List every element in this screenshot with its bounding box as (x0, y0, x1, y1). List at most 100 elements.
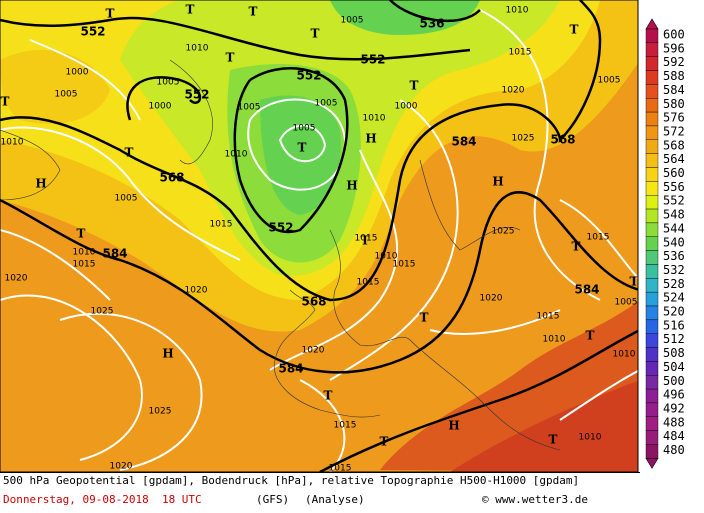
pressure-center-label: H (365, 132, 376, 146)
pressure-label: 1015 (334, 421, 357, 431)
legend-label: 520 (663, 305, 685, 319)
legend-swatch (645, 222, 659, 237)
pressure-label: 1020 (5, 274, 28, 284)
legend-label: 512 (663, 332, 685, 346)
pressure-label: 1005 (157, 78, 180, 88)
caption-mode: (Analyse) (305, 493, 365, 506)
pressure-center-label: H (35, 177, 46, 191)
legend-label: 484 (663, 429, 685, 443)
legend-label: 504 (663, 360, 685, 374)
pressure-center-label: T (226, 51, 235, 65)
legend-swatch (645, 42, 659, 57)
pressure-label: 1005 (315, 99, 338, 109)
pressure-label: 1010 (1, 138, 24, 148)
pressure-label: 1020 (185, 286, 208, 296)
legend-swatch (645, 375, 659, 390)
legend-swatch (645, 416, 659, 431)
pressure-center-label: T (125, 146, 134, 160)
legend-swatch (645, 291, 659, 307)
pressure-label: 1015 (393, 260, 416, 270)
legend-label: 516 (663, 318, 685, 332)
legend-swatch (645, 319, 659, 334)
legend-label: 584 (663, 83, 685, 97)
pressure-label: 1010 (73, 248, 96, 258)
pressure-label: 1010 (543, 335, 566, 345)
pressure-label: 1005 (55, 90, 78, 100)
pressure-center-label: T (298, 141, 307, 155)
legend-swatch (645, 347, 659, 362)
pressure-label: 1015 (537, 312, 560, 322)
legend-swatch (645, 28, 659, 44)
pressure-label: 1025 (91, 307, 114, 317)
legend-swatch (645, 98, 659, 113)
pressure-center-label: H (492, 175, 503, 189)
pressure-center-label: T (410, 79, 419, 93)
legend-label: 588 (663, 69, 685, 83)
pressure-label: 1000 (149, 102, 172, 112)
pressure-label: 1010 (579, 433, 602, 443)
pressure-center-label: T (380, 435, 389, 449)
pressure-label: 1025 (512, 134, 535, 144)
contour-label: 552 (80, 25, 105, 39)
legend-label: 540 (663, 235, 685, 249)
pressure-label: 1015 (587, 233, 610, 243)
legend-swatch (645, 444, 659, 459)
pressure-label: 1010 (613, 350, 636, 360)
pressure-label: 1005 (598, 76, 621, 86)
contour-label: 536 (419, 17, 444, 31)
pressure-label: 1005 (615, 298, 638, 308)
legend-swatch (645, 402, 659, 418)
pressure-label: 1020 (302, 346, 325, 356)
pressure-center-label: T (420, 311, 429, 325)
pressure-label: 1015 (210, 220, 233, 230)
legend-label: 528 (663, 277, 685, 291)
caption-model: (GFS) (256, 493, 289, 506)
legend-label: 568 (663, 138, 685, 152)
legend-label: 480 (663, 443, 685, 457)
legend-swatch (645, 125, 659, 140)
legend-label: 492 (663, 401, 685, 415)
legend-swatch (645, 167, 659, 182)
legend-label: 596 (663, 41, 685, 55)
contour-label: 584 (102, 247, 127, 261)
legend-top-arrow (645, 18, 659, 30)
legend-label: 524 (663, 291, 685, 305)
pressure-label: 1020 (480, 294, 503, 304)
pressure-center-label: T (570, 23, 579, 37)
contour-label: 568 (301, 295, 326, 309)
pressure-label: 1005 (341, 16, 364, 26)
pressure-center-label: T (549, 433, 558, 447)
pressure-center-label: T (77, 227, 86, 241)
legend-swatch (645, 181, 659, 196)
legend-swatch (645, 153, 659, 168)
legend-swatch (645, 388, 659, 404)
pressure-label: 1005 (238, 103, 261, 113)
map-field (0, 0, 638, 472)
pressure-label: 1025 (492, 227, 515, 237)
contour-label: 568 (159, 171, 184, 185)
legend-swatch (645, 430, 659, 445)
legend-label: 552 (663, 194, 685, 208)
pressure-label: 1015 (355, 234, 378, 244)
pressure-center-label: T (311, 27, 320, 41)
pressure-label: 1010 (375, 252, 398, 262)
pressure-center-label: T (324, 389, 333, 403)
pressure-label: 1010 (186, 44, 209, 54)
contour-label: 568 (550, 133, 575, 147)
legend-label: 496 (663, 388, 685, 402)
pressure-label: 1000 (395, 102, 418, 112)
coastlines (0, 59, 561, 451)
legend-swatch (645, 84, 659, 99)
pressure-label: 1010 (506, 6, 529, 16)
legend-swatch (645, 194, 659, 210)
color-legend: 6005965925885845805765725685645605565525… (645, 18, 685, 469)
pressure-label: 1015 (509, 48, 532, 58)
caption-title: 500 hPa Geopotential [gpdam], Bodendruck… (3, 474, 579, 487)
pressure-label: 1015 (357, 278, 380, 288)
pressure-label: 1010 (363, 114, 386, 124)
caption-date: Donnerstag, 09-08-2018 18 UTC (3, 493, 202, 506)
legend-swatch (645, 56, 659, 71)
pressure-center-label: H (448, 419, 459, 433)
geopotential-contours (0, 0, 638, 472)
